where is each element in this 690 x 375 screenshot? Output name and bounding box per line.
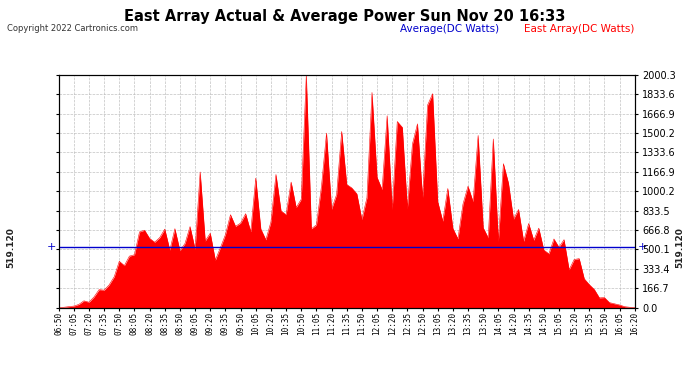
- Text: 519.120: 519.120: [675, 227, 684, 268]
- Text: East Array(DC Watts): East Array(DC Watts): [524, 24, 635, 34]
- Text: Copyright 2022 Cartronics.com: Copyright 2022 Cartronics.com: [7, 24, 138, 33]
- Text: 519.120: 519.120: [6, 227, 15, 268]
- Text: East Array Actual & Average Power Sun Nov 20 16:33: East Array Actual & Average Power Sun No…: [124, 9, 566, 24]
- Text: +: +: [638, 242, 647, 252]
- Text: +: +: [46, 242, 56, 252]
- Text: Average(DC Watts): Average(DC Watts): [400, 24, 500, 34]
